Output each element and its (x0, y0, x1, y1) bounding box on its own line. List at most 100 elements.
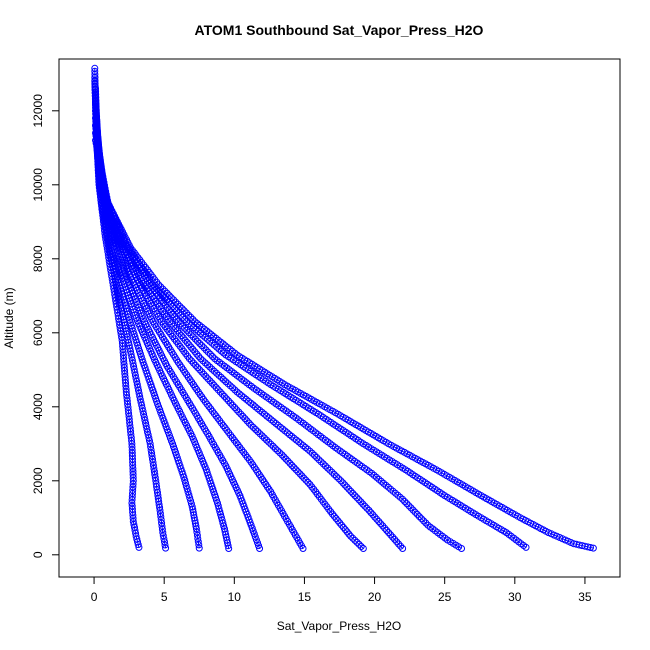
data-point (261, 410, 268, 418)
data-point (187, 313, 195, 321)
data-point (197, 355, 205, 363)
data-point (205, 329, 213, 337)
data-point (381, 524, 389, 532)
data-point (179, 322, 186, 330)
data-point (304, 445, 312, 453)
data-point (193, 350, 201, 358)
data-point (313, 454, 321, 461)
data-point (241, 415, 249, 423)
y-tick-label: 8000 (31, 245, 45, 272)
data-point (194, 538, 202, 546)
data-point (175, 329, 183, 337)
data-point (274, 421, 282, 429)
data-point (201, 333, 209, 341)
data-point (343, 483, 351, 491)
data-point (210, 410, 218, 418)
data-point (176, 320, 184, 328)
data-point (196, 366, 204, 374)
data-point (242, 395, 250, 403)
data-point (387, 531, 395, 539)
data-point (256, 545, 264, 553)
data-point (413, 510, 421, 518)
data-point (193, 531, 201, 539)
data-point (162, 544, 170, 552)
data-point (248, 524, 256, 532)
data-point (357, 543, 365, 550)
data-point (367, 509, 375, 517)
data-point (347, 487, 355, 495)
data-point (181, 324, 189, 332)
x-tick-label: 30 (508, 590, 522, 604)
data-point (368, 469, 376, 477)
data-point (371, 513, 379, 521)
data-point (589, 544, 597, 552)
data-point (407, 504, 415, 512)
data-point (345, 530, 353, 538)
data-point (347, 532, 355, 540)
data-point (353, 494, 361, 502)
data-point (185, 355, 193, 363)
data-point (395, 540, 403, 548)
data-point (363, 504, 371, 512)
data-point (405, 502, 413, 510)
x-tick-label: 0 (91, 590, 98, 604)
data-point (199, 331, 207, 339)
data-point (297, 440, 305, 448)
data-point (237, 410, 245, 418)
data-point (238, 392, 246, 400)
data-point (206, 363, 214, 371)
data-point (351, 492, 359, 500)
data-point (213, 343, 221, 351)
data-point (191, 348, 199, 356)
x-tick-label: 15 (298, 590, 312, 604)
data-point (163, 289, 171, 297)
data-point (195, 541, 203, 549)
data-point (161, 541, 169, 549)
series-line (94, 125, 462, 549)
data-point (212, 384, 220, 392)
data-point (415, 513, 423, 521)
data-point (135, 543, 143, 551)
data-point (177, 311, 185, 319)
data-point (329, 510, 336, 518)
data-point (292, 466, 300, 474)
x-tick-label: 35 (578, 590, 592, 604)
data-point (179, 313, 187, 321)
data-point (274, 447, 282, 455)
data-point (377, 520, 385, 528)
data-point (191, 335, 199, 343)
data-point (194, 535, 202, 542)
data-point (394, 491, 402, 499)
data-point (185, 329, 193, 337)
data-point (190, 359, 197, 367)
data-point (276, 449, 284, 457)
data-point (247, 399, 255, 407)
data-point (336, 519, 344, 527)
data-point (315, 456, 323, 464)
data-point (377, 477, 385, 485)
data-point (217, 373, 225, 381)
data-point (196, 340, 204, 347)
data-point (361, 502, 369, 510)
data-point (420, 517, 428, 525)
data-point (174, 318, 182, 326)
data-point (181, 316, 189, 323)
data-point (359, 545, 367, 553)
data-point (207, 331, 215, 339)
data-point (203, 335, 211, 343)
data-point (251, 403, 259, 411)
data-point (391, 535, 399, 543)
data-point (199, 357, 207, 365)
data-point (209, 353, 216, 360)
data-point (267, 440, 275, 448)
data-point (349, 534, 357, 542)
x-axis: 0 5 10 15 20 25 30 35 (91, 576, 592, 604)
data-point (193, 320, 201, 328)
data-point (282, 455, 290, 463)
data-point (229, 384, 237, 392)
x-tick-label: 10 (228, 590, 242, 604)
data-point (357, 498, 365, 506)
data-point (204, 348, 212, 356)
data-point (213, 369, 221, 377)
data-point (399, 495, 407, 503)
